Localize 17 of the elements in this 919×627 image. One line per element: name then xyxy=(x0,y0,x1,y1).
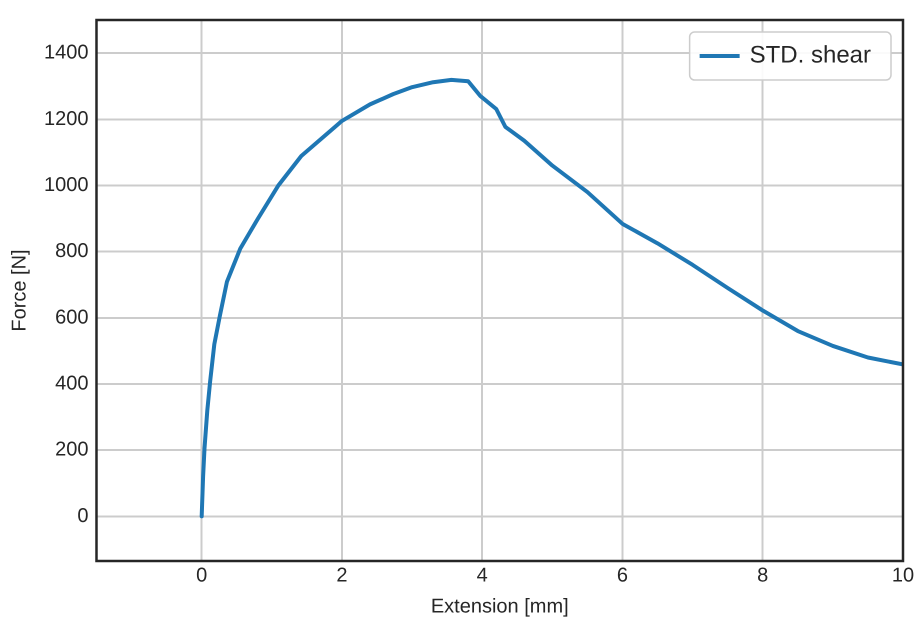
x-axis-title: Extension [mm] xyxy=(430,596,569,618)
y-tick-label: 200 xyxy=(55,438,88,461)
y-tick-label: 0 xyxy=(77,504,88,527)
x-tick-label: 0 xyxy=(196,564,208,587)
x-tick-label: 2 xyxy=(336,564,348,587)
x-tick-label: 8 xyxy=(757,564,768,587)
x-tick-label: 6 xyxy=(616,564,628,587)
x-tick-label: 4 xyxy=(476,564,488,587)
y-tick-label: 1000 xyxy=(44,174,88,196)
legend-label: STD. shear xyxy=(750,42,872,69)
y-tick-label: 1200 xyxy=(44,108,88,130)
y-tick-label: 400 xyxy=(55,372,88,394)
y-axis-title: Force [N] xyxy=(8,249,31,332)
y-tick-label: 800 xyxy=(55,240,88,262)
x-tick-label: 10 xyxy=(892,564,914,587)
y-tick-label: 600 xyxy=(55,306,88,328)
y-tick-label: 1400 xyxy=(44,42,88,64)
